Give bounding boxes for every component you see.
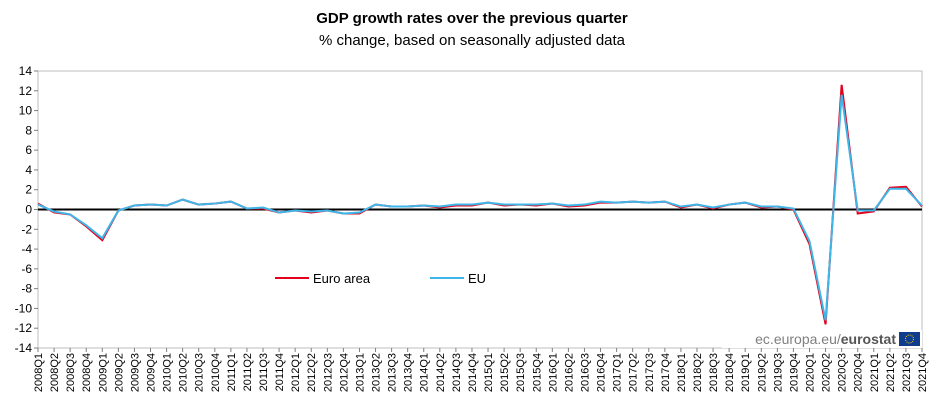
x-tick-label: 2013Q4 [403,353,415,392]
x-tick-label: 2011Q3 [258,353,270,391]
y-tick-label: 12 [19,84,33,98]
x-tick-label: 2013Q2 [371,353,383,392]
x-tick-label: 2012Q1 [290,353,302,392]
x-tick-label: 2019Q1 [740,353,752,392]
x-tick-label: 2018Q4 [724,353,736,392]
x-tick-label: 2010Q3 [194,353,206,392]
y-tick-label: -4 [21,242,32,256]
y-tick-label: -10 [15,301,33,315]
x-tick-label: 2011Q4 [274,353,286,391]
source-brand: eurostat [841,331,897,347]
x-tick-label: 2012Q4 [338,353,350,392]
source-prefix: ec.europa.eu/ [755,331,841,347]
x-tick-label: 2017Q4 [660,353,672,392]
x-tick-label: 2021Q1 [869,353,881,392]
x-tick-label: 2010Q4 [210,353,222,392]
x-tick-label: 2015Q4 [531,353,543,392]
x-tick-label: 2009Q4 [146,353,158,392]
chart-subtitle: % change, based on seasonally adjusted d… [319,32,626,49]
x-tick-label: 2017Q3 [644,353,656,392]
x-tick-label: 2010Q1 [162,353,174,392]
eu-stars [905,334,914,344]
x-tick-label: 2014Q4 [467,353,479,392]
source-text: ec.europa.eu/eurostat [755,331,896,347]
x-tick-label: 2019Q2 [756,353,768,392]
x-tick-label: 2015Q2 [499,353,511,392]
y-tick-label: 6 [25,143,32,157]
y-tick-label: -2 [21,222,32,236]
x-tick-label: 2018Q1 [676,353,688,392]
x-tick-label: 2011Q2 [242,353,254,391]
legend-label: Euro area [313,271,371,286]
x-tick-label: 2017Q1 [612,353,624,392]
y-tick-label: 10 [19,104,33,118]
x-tick-label: 2021Q2 [885,353,897,392]
x-tick-label: 2010Q2 [178,353,190,392]
x-tick-label: 2013Q1 [354,353,366,392]
x-tick-label: 2009Q2 [113,353,125,392]
x-tick-label: 2014Q2 [435,353,447,392]
x-tick-label: 2016Q4 [596,353,608,392]
series-line [37,94,923,321]
x-tick-label: 2018Q3 [708,353,720,392]
x-tick-label: 2016Q1 [547,353,559,392]
y-tick-label: -12 [15,321,33,335]
x-tick-label: 2020Q4 [853,353,865,392]
x-tick-label: 2021Q3 [901,353,913,392]
chart-title: GDP growth rates over the previous quart… [316,10,628,27]
x-tick-label: 2008Q1 [33,353,45,392]
x-tick-label: 2017Q2 [628,353,640,392]
eu-flag [899,332,920,346]
x-tick-label: 2020Q3 [837,353,849,392]
watermark: ec.europa.eu/eurostat [722,330,922,348]
x-tick-label: 2016Q3 [579,353,591,392]
x-tick-label: 2012Q3 [322,353,334,392]
x-tick-label: 2021Q4 [917,353,929,392]
x-tick-label: 2020Q1 [804,353,816,392]
x-tick-label: 2008Q4 [81,353,93,392]
x-tick-label: 2014Q1 [419,353,431,392]
x-tick-label: 2014Q3 [451,353,463,392]
y-tick-label: 8 [25,123,32,137]
x-tick-label: 2020Q2 [821,353,833,392]
x-tick-label: 2008Q2 [49,353,61,392]
y-tick-label: 0 [25,203,32,217]
x-tick-label: 2013Q3 [387,353,399,392]
y-tick-label: 2 [25,183,32,197]
x-tick-label: 2009Q1 [97,353,109,392]
x-tick-label: 2008Q3 [65,353,77,392]
y-tick-label: 4 [25,163,32,177]
y-tick-label: -6 [21,262,32,276]
x-tick-label: 2015Q1 [483,353,495,392]
x-tick-label: 2012Q2 [306,353,318,392]
x-tick-label: 2016Q2 [563,353,575,392]
x-tick-label: 2019Q4 [788,353,800,392]
x-tick-label: 2015Q3 [515,353,527,392]
x-tick-label: 2019Q3 [772,353,784,392]
x-tick-label: 2018Q2 [692,353,704,392]
y-tick-label: 14 [19,64,33,78]
y-tick-label: -8 [21,282,32,296]
legend-label: EU [468,271,486,286]
x-tick-label: 2011Q1 [226,353,238,391]
watermark-bg [722,330,922,348]
y-tick-label: -14 [15,341,33,355]
x-tick-label: 2009Q3 [129,353,141,392]
